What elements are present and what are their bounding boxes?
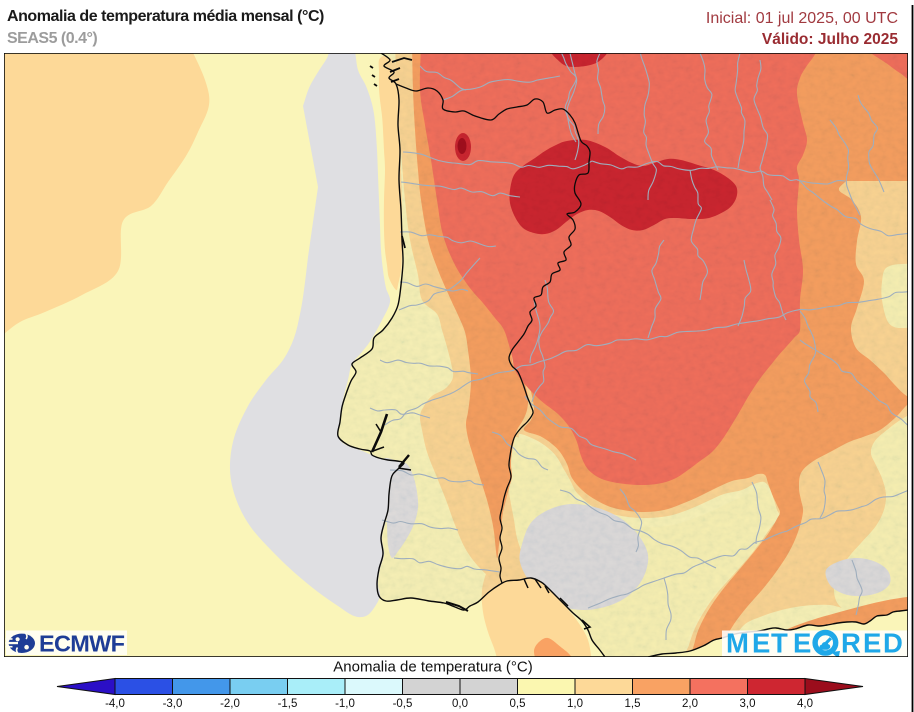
svg-text:1,5: 1,5 [625,698,641,710]
svg-text:E: E [793,628,811,659]
svg-text:E: E [863,628,881,659]
svg-text:0,5: 0,5 [510,698,526,710]
svg-text:3,0: 3,0 [740,698,756,710]
svg-text:ECMWF: ECMWF [39,631,125,657]
svg-text:1,0: 1,0 [567,698,583,710]
svg-text:T: T [771,628,788,659]
svg-text:Anomalia de temperatura (°C): Anomalia de temperatura (°C) [333,659,532,676]
svg-text:-1,0: -1,0 [335,698,355,710]
svg-text:2,0: 2,0 [682,698,698,710]
svg-text:-0,5: -0,5 [393,698,413,710]
svg-text:-1,5: -1,5 [278,698,298,710]
svg-text:4,0: 4,0 [797,698,813,710]
svg-text:R: R [841,628,861,659]
svg-text:-2,0: -2,0 [220,698,240,710]
svg-text:E: E [752,628,770,659]
svg-text:0,0: 0,0 [452,698,468,710]
svg-text:-4,0: -4,0 [105,698,125,710]
svg-text:M: M [726,628,749,659]
svg-text:-3,0: -3,0 [163,698,183,710]
svg-text:D: D [883,628,903,659]
